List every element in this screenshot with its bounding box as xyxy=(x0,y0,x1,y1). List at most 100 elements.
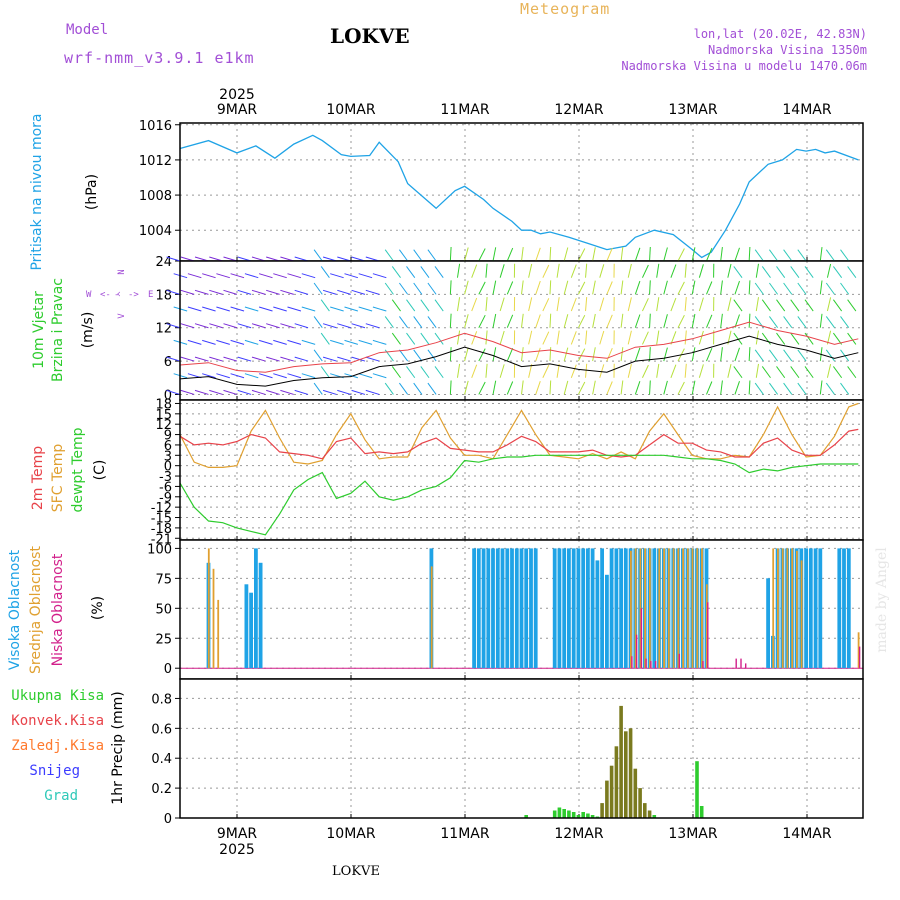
wind-ytick-label: 24 xyxy=(155,255,172,270)
wind-vector xyxy=(670,331,677,345)
wind-vector xyxy=(337,289,351,295)
wind-vector xyxy=(420,332,430,345)
wind-vector xyxy=(320,332,330,345)
high-cloud-bar xyxy=(510,548,514,669)
wind-vector xyxy=(649,313,651,328)
temp-ytick-label: -12 xyxy=(151,501,172,516)
wind-vector xyxy=(599,364,605,378)
wind-vector xyxy=(280,389,294,395)
mid-cloud-bar xyxy=(677,548,680,669)
wind-vector xyxy=(194,389,209,395)
mid-cloud-bar xyxy=(644,548,646,669)
wind-vector xyxy=(577,314,586,328)
wind-vector xyxy=(832,299,843,312)
wind-vector xyxy=(748,380,751,395)
wind-vector xyxy=(492,280,497,295)
wind-vector xyxy=(449,380,452,395)
precip-bar xyxy=(576,815,581,818)
wind-vector xyxy=(301,306,316,312)
wind-vector xyxy=(733,332,743,345)
precip-bar xyxy=(643,803,647,818)
wind-vector xyxy=(420,299,430,312)
wind-vector xyxy=(592,313,596,328)
wind-ylabel-1: 10m Vjetar xyxy=(31,291,47,369)
wind-vector xyxy=(847,266,857,278)
high-cloud-bar xyxy=(600,548,604,669)
dewpt-ylabel: dewpt Temp xyxy=(70,427,86,512)
wind-vector xyxy=(748,347,751,362)
precip-ytick-label: 0 xyxy=(164,812,172,827)
wind-vector xyxy=(761,332,771,345)
wind-vector xyxy=(384,282,394,295)
wind-vector xyxy=(230,273,245,279)
wind-vector xyxy=(755,330,759,345)
wind-vector xyxy=(449,347,452,362)
wind-vector xyxy=(677,248,685,262)
pressure-bg xyxy=(180,123,863,261)
wind-vector xyxy=(266,389,280,395)
wind-vector xyxy=(720,380,723,395)
wind-vector xyxy=(768,382,779,395)
wind-vector xyxy=(706,247,713,262)
wind-vector xyxy=(670,297,677,312)
low-cloud-bar xyxy=(735,658,737,669)
wind-ylabel-2: Brzina i Pravac xyxy=(50,278,66,382)
wind-vector xyxy=(606,314,613,328)
wind-vector xyxy=(478,348,486,362)
high-cloud-bar xyxy=(486,548,491,669)
wind-vector xyxy=(570,331,577,345)
wind-vector xyxy=(358,273,373,279)
model-elevation-label: Nadmorska Visina u modelu 1470.06m xyxy=(621,59,867,73)
wind-vector xyxy=(499,364,505,378)
wind-vector xyxy=(216,373,230,379)
wind-vector xyxy=(413,249,423,262)
svg-text:->: -> xyxy=(128,290,139,300)
wind-vector xyxy=(313,249,323,262)
wind-vector xyxy=(663,347,668,362)
wind-vector xyxy=(755,363,759,378)
wind-vector xyxy=(273,273,287,279)
high-cloud-bar xyxy=(586,548,590,669)
mid-cloud-bar xyxy=(777,548,779,669)
cloud-ytick-label: 0 xyxy=(164,662,172,677)
mid-cloud-bar xyxy=(658,548,661,669)
wind-vector xyxy=(691,313,696,328)
wind-vector xyxy=(398,249,409,262)
high-cloud-bar xyxy=(505,548,510,669)
wind-vector xyxy=(344,273,359,279)
wind-vector xyxy=(471,264,478,278)
wind-vector xyxy=(351,389,366,395)
wind-vector xyxy=(734,280,740,295)
wind-vector xyxy=(521,347,524,362)
mid-cloud-bar xyxy=(682,548,684,669)
precip-bar xyxy=(633,768,638,818)
high-cloud-bar xyxy=(619,548,623,669)
mid-cloud-bar xyxy=(217,599,220,669)
wind-vector xyxy=(677,281,685,295)
high-cloud-bar xyxy=(500,548,505,669)
wind-vector xyxy=(506,281,514,295)
wind-vector xyxy=(706,381,713,395)
wind-vector xyxy=(826,297,832,312)
top-day-label: 14MAR xyxy=(782,102,831,118)
wind-vector xyxy=(485,330,488,345)
wind-vector xyxy=(413,282,423,295)
wind-vector xyxy=(606,381,613,395)
wind-vector xyxy=(358,306,373,312)
pressure-ytick-label: 1012 xyxy=(139,154,172,169)
wind-vector xyxy=(663,380,668,395)
wind-vector xyxy=(599,264,605,278)
wind-vector xyxy=(464,314,469,328)
wind-vector xyxy=(398,282,409,295)
wind-vector xyxy=(768,316,779,329)
wind-vector xyxy=(556,263,560,278)
wind-vector xyxy=(330,339,344,345)
wind-vector xyxy=(691,280,696,295)
wind-vector xyxy=(761,366,771,379)
high-cloud-bar xyxy=(495,548,500,669)
low-cloud-bar xyxy=(740,658,742,669)
wind-vector xyxy=(570,364,577,378)
wind-vector xyxy=(180,289,195,295)
temp-ytick-label: 3 xyxy=(164,449,172,464)
wind-vector xyxy=(294,289,309,295)
